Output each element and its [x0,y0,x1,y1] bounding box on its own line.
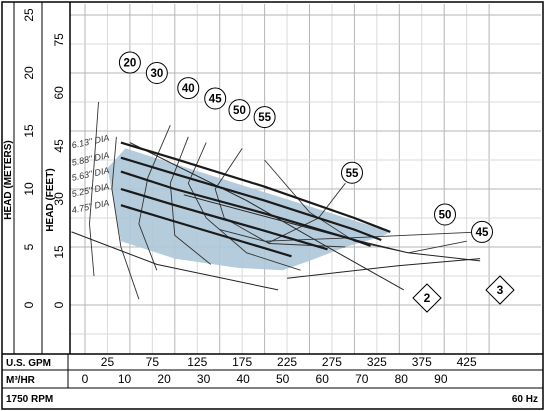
head-curve [120,204,292,258]
npsh-curve [183,194,481,262]
efficiency-label: 45 [476,227,489,239]
x-tick-m3hr: 80 [395,372,409,386]
x-tick-m3hr: 50 [276,372,290,386]
efficiency-label: 55 [258,112,271,124]
impeller-curves [120,141,391,258]
x-axis-label-m3hr: M³/HR [6,375,36,386]
x-tick-m3hr: 10 [118,372,132,386]
x-tick-gpm: 225 [277,355,297,369]
x-tick-gpm: 425 [457,355,477,369]
efficiency-label: 30 [150,68,163,80]
grid [70,4,541,354]
x-tick-m3hr: 30 [197,372,211,386]
frequency-label: 60 Hz [512,394,538,405]
y-tick-meters: 5 [22,243,36,250]
y-tick-feet: 60 [52,86,66,100]
npsh-label: 3 [497,283,504,297]
efficiency-curve [219,182,346,243]
npsh-curves [71,142,481,291]
y-axis-label-feet: HEAD (FEET) [45,168,56,231]
efficiency-label: 45 [209,94,222,106]
efficiency-label-circle [118,51,141,74]
y-tick-meters: 15 [22,124,36,138]
efficiency-label-circle [177,77,200,100]
npsh-curve [71,231,279,291]
y-tick-feet: 15 [52,245,66,259]
x-tick-m3hr: 90 [434,372,448,386]
npsh-label-diamond [485,275,515,305]
head-curve [120,141,391,233]
x-tick-m3hr: 60 [316,372,330,386]
efficiency-curve [214,148,346,248]
rpm-label: 1750 RPM [6,394,53,405]
efficiency-label: 50 [233,105,246,117]
efficiency-label-circle [253,106,276,129]
x-tick-gpm: 325 [367,355,387,369]
efficiency-label-circle [204,87,227,110]
efficiency-label: 55 [346,168,359,180]
efficiency-curve [111,136,140,300]
x-tick-m3hr: 70 [355,372,369,386]
efficiency-curve [89,101,99,277]
efficiency-label-circle [228,99,251,122]
efficiency-label-circle [471,220,493,243]
y-tick-feet: 30 [52,192,66,206]
x-tick-gpm: 175 [232,355,252,369]
npsh-curve [287,258,481,279]
y-tick-meters: 20 [22,66,36,80]
y-tick-meters: 25 [22,8,36,22]
efficiency-label-circle [434,203,456,226]
head-curve [120,187,328,251]
head-curve [120,156,382,242]
npsh-label: 2 [424,291,431,305]
efficiency-curve [138,125,171,271]
x-axis-label-gpm: U.S. GPM [6,358,51,369]
y-tick-feet: 45 [52,139,66,153]
efficiency-label: 40 [182,83,195,95]
npsh-label-diamond [412,283,442,313]
y-tick-meters: 0 [22,301,36,308]
x-tick-gpm: 25 [101,355,115,369]
efficiency-curve [264,159,467,254]
x-tick-gpm: 275 [322,355,342,369]
npsh-curve [129,142,405,291]
x-tick-m3hr: 20 [157,372,171,386]
x-tick-m3hr: 40 [236,372,250,386]
efficiency-label-circle [341,161,363,184]
efficiency-label: 20 [124,58,137,70]
efficiency-label-circle [145,62,168,84]
x-tick-gpm: 125 [187,355,207,369]
y-tick-meters: 10 [22,182,36,196]
y-tick-feet: 75 [52,33,66,47]
efficiency-curve [187,142,301,271]
head-curve [120,170,371,247]
y-axis-label-meters: HEAD (METERS) [3,140,14,219]
x-tick-gpm: 375 [412,355,432,369]
efficiency-label: 50 [439,210,452,222]
x-tick-gpm: 75 [146,355,160,369]
x-tick-m3hr: 0 [82,372,89,386]
y-tick-feet: 0 [52,301,66,308]
